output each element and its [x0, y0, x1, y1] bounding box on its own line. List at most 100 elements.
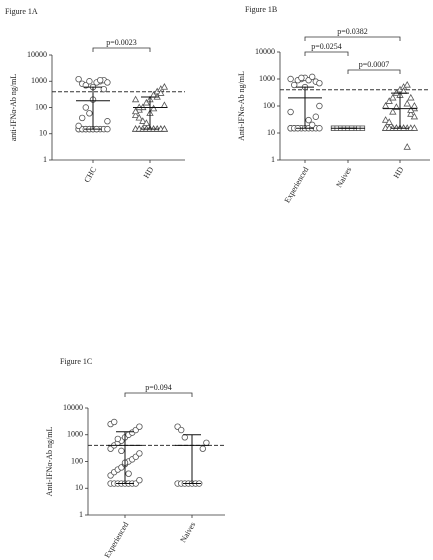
data-point	[309, 121, 316, 129]
data-point	[392, 89, 401, 96]
data-point	[403, 99, 411, 107]
data-point	[203, 439, 210, 447]
data-point	[389, 93, 397, 101]
data-point	[181, 434, 188, 441]
y-tick-label: 1000	[31, 76, 47, 85]
data-point	[149, 104, 158, 112]
data-point	[135, 113, 143, 121]
x-tick-label: Naives	[334, 165, 353, 189]
x-tick-label: CHC	[82, 165, 98, 184]
p-value: p=0.0007	[359, 60, 390, 69]
data-point	[142, 119, 151, 126]
data-point	[177, 426, 185, 434]
data-point	[110, 418, 118, 426]
y-tick-label: 10	[75, 483, 83, 492]
data-point	[82, 104, 89, 111]
p-value: p=0.0023	[106, 38, 137, 47]
data-point	[160, 101, 169, 109]
data-point	[403, 80, 411, 88]
y-tick-label: 10	[39, 129, 47, 138]
data-point	[125, 470, 132, 477]
y-axis-label: Anti-IFNα-Ab ng/mL	[237, 71, 246, 141]
data-point	[139, 117, 147, 124]
data-point	[291, 81, 298, 89]
panel-title: Figure 1B	[245, 5, 277, 14]
data-point	[118, 447, 125, 455]
data-point	[131, 107, 140, 115]
data-point	[389, 107, 397, 115]
p-value: p=0.0382	[337, 27, 368, 36]
y-tick-label: 1	[271, 155, 275, 164]
data-point	[316, 79, 323, 87]
x-tick-label: HD	[142, 165, 156, 180]
significance-bracket	[304, 51, 349, 56]
p-value: p=0.0254	[311, 42, 342, 51]
data-point	[407, 110, 415, 117]
y-tick-label: 100	[71, 456, 83, 465]
significance-bracket	[124, 392, 193, 397]
data-point	[157, 89, 165, 96]
data-point	[136, 476, 143, 484]
data-point	[100, 85, 107, 93]
data-point	[407, 106, 415, 113]
data-point	[410, 112, 419, 120]
data-point	[385, 97, 393, 104]
y-tick-label: 100	[35, 102, 47, 111]
data-point	[385, 118, 393, 125]
y-tick-label: 1	[43, 155, 47, 164]
y-tick-label: 10000	[63, 403, 83, 412]
data-point	[86, 110, 93, 117]
data-point	[114, 435, 121, 443]
data-point	[316, 102, 323, 110]
y-tick-label: 100	[263, 101, 275, 110]
data-point	[78, 114, 86, 122]
data-point	[136, 450, 143, 457]
y-tick-label: 10	[267, 128, 275, 137]
x-tick-label: HD	[392, 165, 406, 180]
data-point	[104, 118, 111, 125]
data-point	[96, 76, 104, 84]
data-point	[199, 445, 206, 452]
data-point	[86, 78, 93, 85]
data-point	[407, 93, 415, 101]
data-point	[136, 423, 143, 430]
panel-title: Figure 1C	[60, 357, 92, 366]
data-point	[75, 122, 82, 130]
data-point	[309, 73, 316, 81]
data-point	[316, 125, 323, 132]
x-tick-label: Experienced	[283, 165, 311, 204]
data-point	[392, 103, 401, 110]
y-axis-label: Anti-IFNα-Ab ng/mL	[45, 427, 54, 497]
y-tick-label: 1000	[67, 430, 83, 439]
data-point	[298, 74, 305, 82]
y-axis-label: anti-IFNα-Ab ng/mL	[9, 74, 18, 142]
x-tick-label: Experienced	[103, 520, 131, 559]
data-point	[131, 95, 140, 103]
data-point	[75, 75, 82, 83]
data-point	[287, 75, 294, 83]
data-point	[312, 113, 319, 120]
y-tick-label: 1	[79, 510, 83, 519]
data-point	[305, 116, 312, 124]
data-point	[104, 79, 111, 86]
data-point	[403, 143, 411, 150]
data-point	[160, 83, 169, 90]
significance-bracket	[347, 69, 401, 74]
data-point	[287, 108, 294, 116]
data-point	[410, 124, 419, 131]
data-point	[104, 125, 111, 133]
data-point	[131, 111, 140, 119]
significance-bracket	[304, 36, 401, 41]
data-point	[381, 116, 390, 123]
data-point	[142, 98, 151, 106]
p-value: p=0.094	[145, 383, 172, 392]
y-tick-label: 10000	[255, 47, 275, 56]
panel-title: Figure 1A	[5, 7, 38, 16]
y-tick-label: 1000	[259, 74, 275, 83]
y-tick-label: 10000	[27, 50, 47, 59]
x-tick-label: Naives	[178, 520, 197, 544]
data-point	[410, 101, 419, 109]
significance-bracket	[92, 47, 151, 52]
data-point	[160, 125, 169, 132]
